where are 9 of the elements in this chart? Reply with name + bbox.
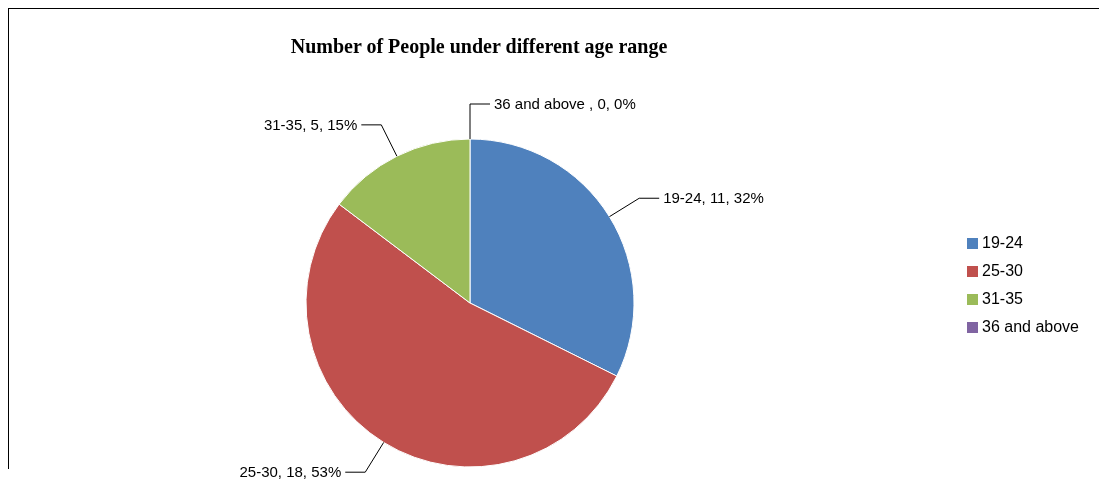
chart-title: Number of People under different age range bbox=[289, 34, 669, 60]
data-label: 25-30, 18, 53% bbox=[239, 463, 342, 481]
legend-label: 25-30 bbox=[982, 262, 1023, 279]
text: 36 and above , 0, 0% bbox=[494, 95, 636, 112]
legend-label: 36 and above bbox=[982, 318, 1079, 335]
data-label: 19-24, 11, 32% bbox=[663, 189, 764, 207]
data-label: 31-35, 5, 15% bbox=[263, 115, 358, 133]
legend-label: 19-24 bbox=[982, 234, 1023, 251]
legend-label: 31-35 bbox=[982, 290, 1023, 307]
